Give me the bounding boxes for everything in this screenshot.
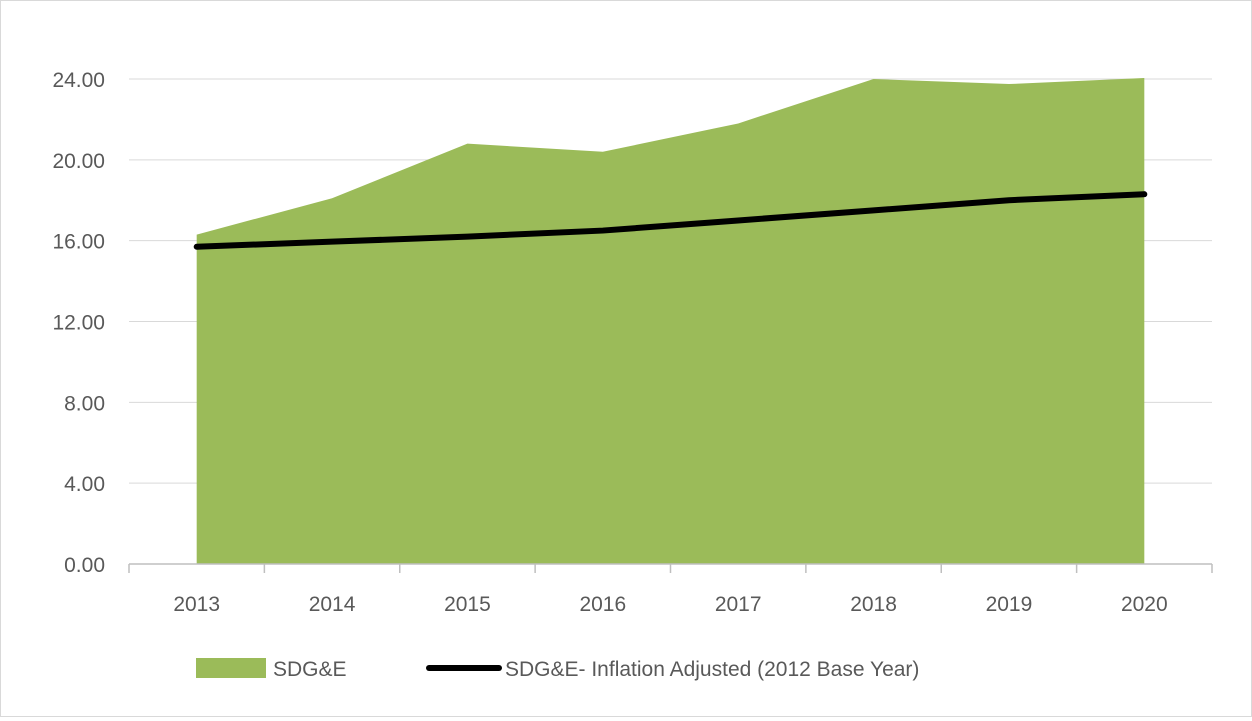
y-tick-label: 20.00 xyxy=(52,150,105,173)
x-tick-label: 2020 xyxy=(1121,593,1168,616)
x-tick-label: 2016 xyxy=(579,593,626,616)
legend-label-sdge-inflation-adjusted: SDG&E- Inflation Adjusted (2012 Base Yea… xyxy=(505,658,919,681)
x-tick-label: 2014 xyxy=(309,593,356,616)
axes xyxy=(128,563,1213,573)
legend-swatch-sdge xyxy=(196,658,266,678)
y-tick-label: 0.00 xyxy=(64,554,105,577)
legend: SDG&E SDG&E- Inflation Adjusted (2012 Ba… xyxy=(196,658,919,681)
line-series-layer xyxy=(193,191,1148,250)
area-series-layer xyxy=(196,77,1145,564)
x-tick-label: 2013 xyxy=(173,593,220,616)
x-tick-label: 2019 xyxy=(986,593,1033,616)
y-tick-label: 8.00 xyxy=(64,392,105,415)
legend-label-sdge: SDG&E xyxy=(273,658,347,681)
x-tick-label: 2017 xyxy=(715,593,762,616)
y-tick-label: 16.00 xyxy=(52,231,105,254)
y-tick-label: 12.00 xyxy=(52,312,105,335)
y-tick-labels: 0.00 4.00 8.00 12.00 16.00 20.00 24.00 xyxy=(52,69,105,577)
x-tick-label: 2015 xyxy=(444,593,491,616)
x-tick-label: 2018 xyxy=(850,593,897,616)
area-series-sdge xyxy=(196,77,1145,564)
y-tick-label: 24.00 xyxy=(52,69,105,92)
y-tick-label: 4.00 xyxy=(64,473,105,496)
x-tick-labels: 2013 2014 2015 2016 2017 2018 2019 2020 xyxy=(173,593,1167,616)
line-series-sdge-inflation-adjusted xyxy=(193,191,1148,250)
